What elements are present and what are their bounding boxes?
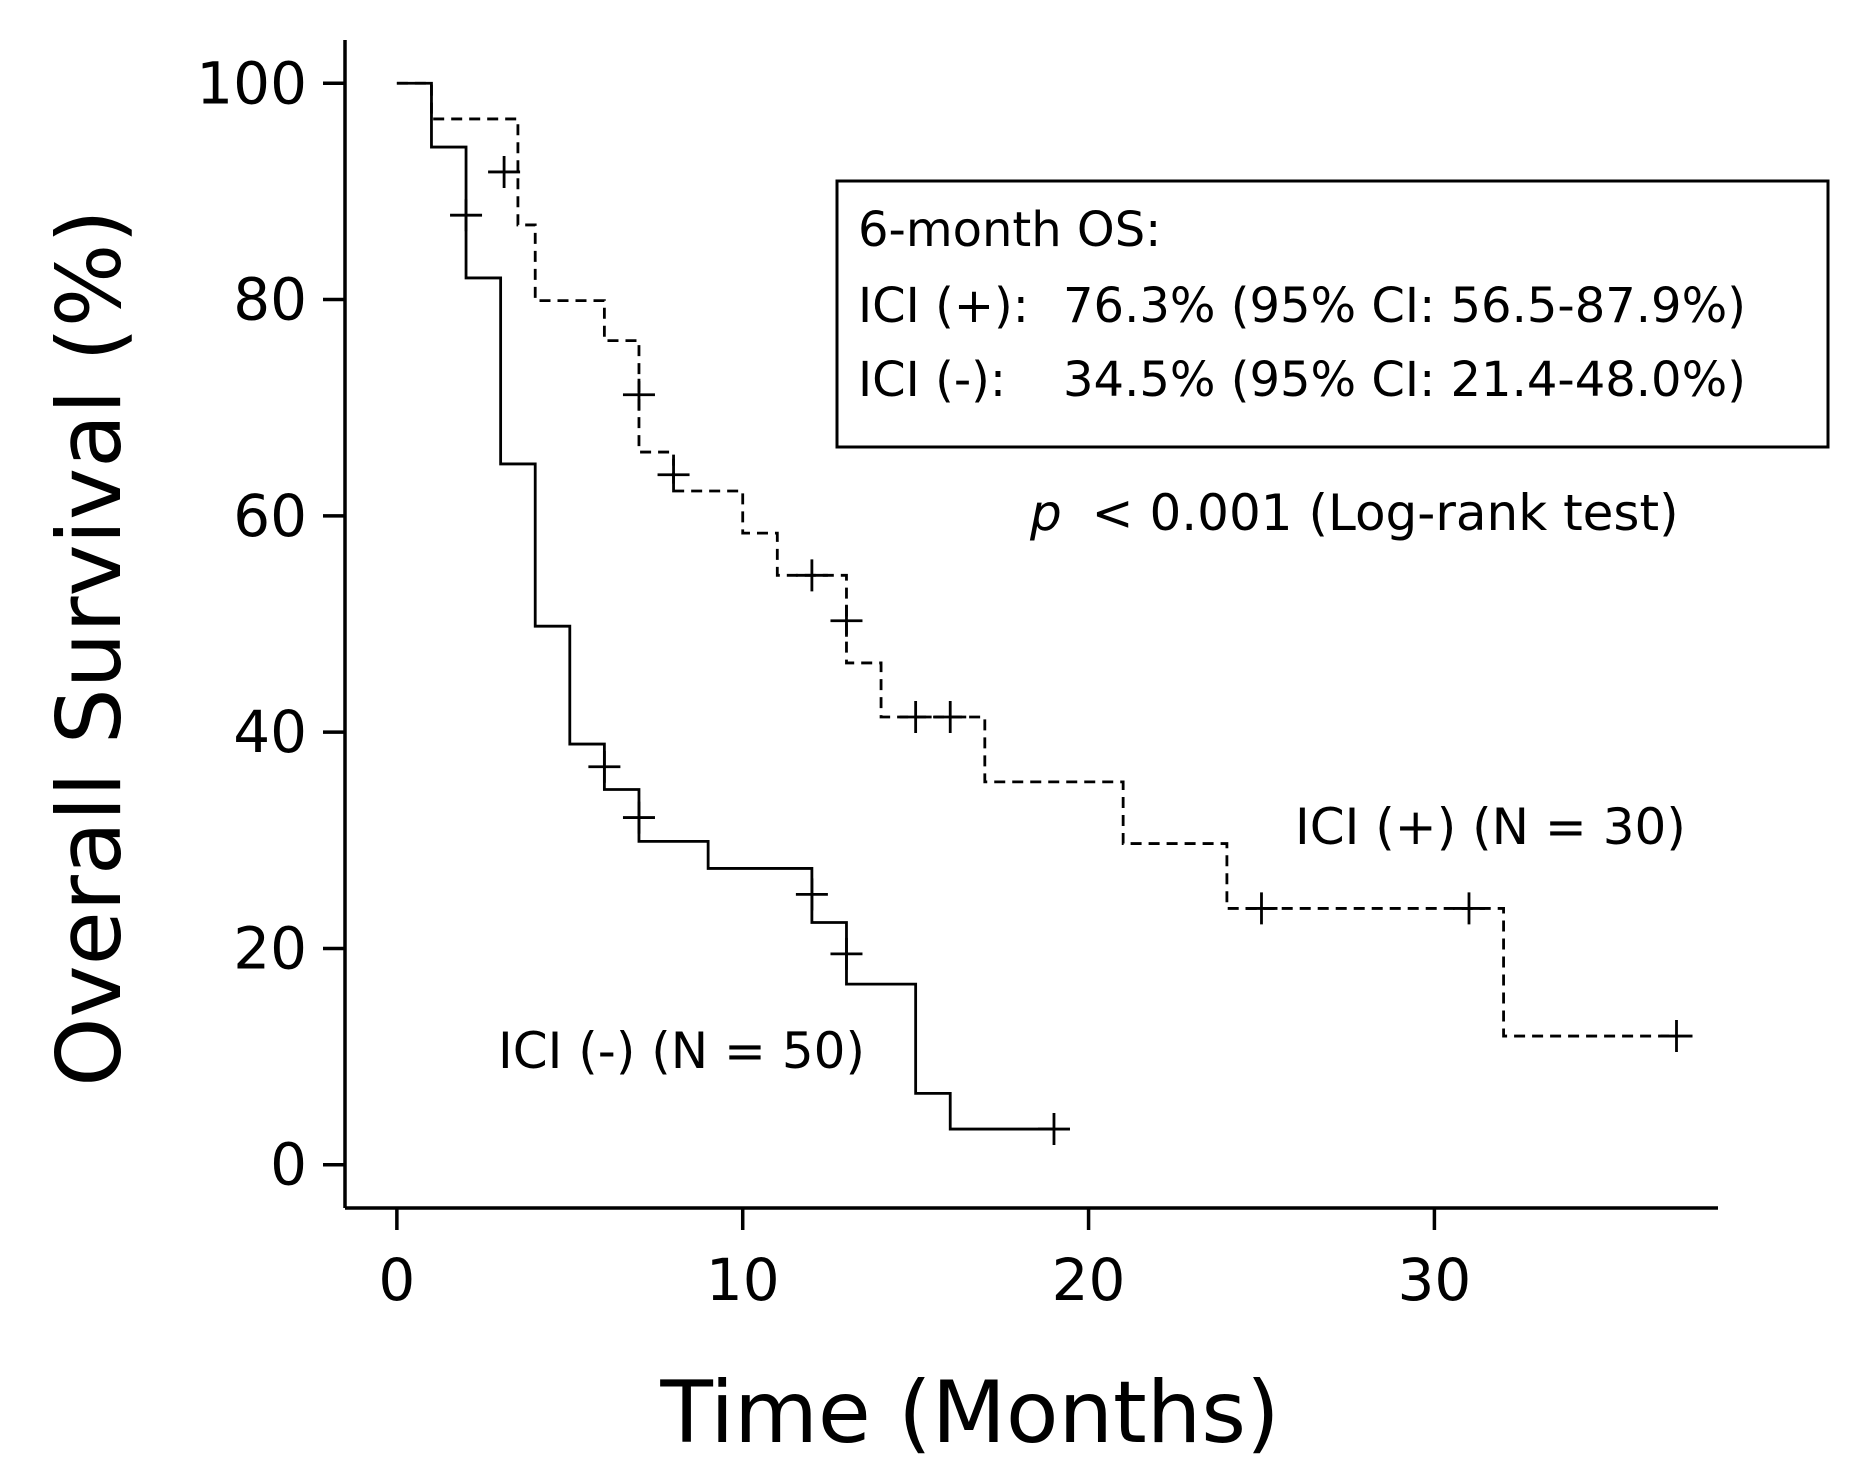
y-tick-label: 20 — [233, 914, 307, 982]
censor-mark-ici-plus — [830, 604, 863, 637]
p-value-text: < 0.001 (Log-rank test) — [1092, 484, 1679, 542]
x-axis-title: Time (Months) — [659, 1363, 1279, 1462]
censor-marks — [450, 155, 1693, 1146]
y-tick-label: 100 — [196, 49, 307, 117]
p-value-annotation: p < 0.001 (Log-rank test) — [1029, 484, 1679, 542]
censor-mark-ici-plus — [1660, 1020, 1693, 1053]
censor-mark-ici-plus — [657, 458, 690, 491]
y-axis-ticks: 0 20 40 60 80 100 — [196, 49, 345, 1199]
legend-frame — [835, 179, 1830, 449]
p-symbol: p — [1029, 484, 1062, 542]
series-label-ici-minus: ICI (-) (N = 50) — [498, 1022, 865, 1080]
legend-value-ici-minus: 34.5% (95% CI: 21.4-48.0%) — [1063, 352, 1746, 408]
curve-ici-plus — [396, 81, 1677, 1038]
censor-mark-ici-plus — [622, 378, 655, 411]
curve-ici-minus — [396, 81, 1054, 1131]
x-axis-ticks: 0 10 20 30 — [378, 1208, 1471, 1314]
survival-curves — [396, 81, 1677, 1131]
censor-mark-ici-minus — [588, 750, 621, 783]
censor-mark-ici-plus — [1452, 892, 1485, 925]
censor-mark-ici-minus — [450, 199, 483, 232]
y-tick-label: 60 — [233, 482, 307, 550]
axes — [343, 40, 1718, 1210]
y-tick-label: 80 — [233, 266, 307, 334]
censor-mark-ici-plus — [1245, 892, 1278, 925]
x-tick-label: 30 — [1398, 1246, 1472, 1314]
censor-mark-ici-plus — [795, 559, 828, 592]
legend-group-ici-minus: ICI (-): — [858, 352, 1006, 408]
y-tick-label: 40 — [233, 698, 307, 766]
legend-group-ici-plus: ICI (+): — [858, 278, 1029, 334]
legend-value-ici-plus: 76.3% (95% CI: 56.5-87.9%) — [1063, 278, 1746, 334]
x-tick-label: 20 — [1052, 1246, 1126, 1314]
series-label-ici-plus: ICI (+) (N = 30) — [1295, 798, 1686, 856]
censor-mark-ici-plus — [899, 701, 932, 734]
y-axis-title: Overall Survival (%) — [38, 209, 141, 1087]
legend-box: 6-month OS: ICI (+): 76.3% (95% CI: 56.5… — [835, 179, 1830, 449]
censor-mark-ici-plus — [934, 701, 967, 734]
censor-mark-ici-minus — [622, 801, 655, 834]
censor-mark-ici-plus — [488, 155, 521, 188]
legend-title: 6-month OS: — [858, 202, 1161, 258]
x-tick-label: 10 — [706, 1246, 780, 1314]
x-tick-label: 0 — [378, 1246, 415, 1314]
censor-mark-ici-minus — [795, 878, 828, 911]
y-tick-label: 0 — [270, 1131, 307, 1199]
censor-mark-ici-minus — [1037, 1113, 1070, 1146]
censor-mark-ici-minus — [830, 937, 863, 970]
